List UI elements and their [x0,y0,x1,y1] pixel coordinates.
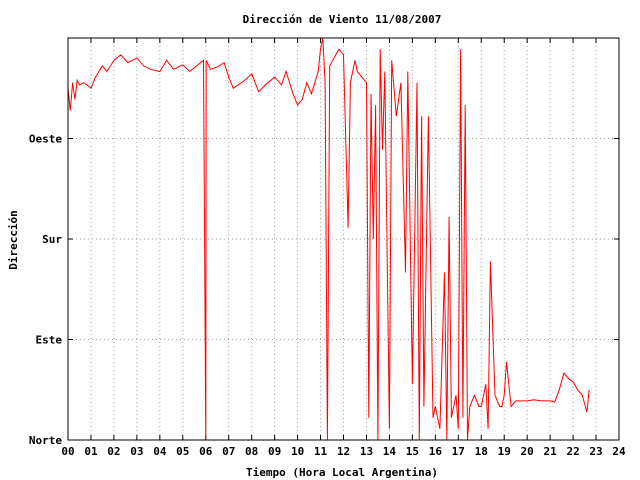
x-tick-label: 17 [452,445,465,458]
x-tick-label: 05 [176,445,189,458]
x-tick-label: 00 [61,445,74,458]
x-tick-label: 13 [360,445,373,458]
x-axis-label: Tiempo (Hora Local Argentina) [246,466,438,479]
x-tick-label: 02 [107,445,120,458]
x-tick-label: 23 [589,445,602,458]
x-tick-label: 12 [337,445,350,458]
x-tick-label: 22 [566,445,579,458]
x-tick-label: 04 [153,445,167,458]
x-tick-label: 07 [222,445,235,458]
y-tick-label: Sur [42,233,62,246]
x-tick-label: 06 [199,445,213,458]
x-tick-label: 01 [84,445,98,458]
x-tick-labels: 00 01 02 03 04 05 06 07 08 09 10 11 12 13 14 15 16 17 18 19… [61,445,626,458]
x-tick-label: 15 [406,445,419,458]
series-line [67,37,590,441]
x-tick-label: 14 [383,445,397,458]
x-tick-label: 11 [314,445,328,458]
x-tick-label: 03 [130,445,143,458]
y-tick-label: Este [36,334,63,347]
x-tick-label: 10 [291,445,304,458]
grid-lines [68,38,619,440]
x-tick-label: 21 [544,445,558,458]
x-tick-label: 18 [475,445,488,458]
x-tick-label: 24 [612,445,626,458]
plot-frame [67,37,620,441]
plot-series [67,37,590,441]
y-axis-label: Dirección [7,210,20,270]
x-tick-label: 08 [245,445,258,458]
y-tick-labels: Norte Este Sur Oeste [29,133,62,448]
x-tick-label: 20 [521,445,534,458]
chart-title: Dirección de Viento 11/08/2007 [243,13,442,26]
x-tick-label: 09 [268,445,281,458]
y-tick-label: Norte [29,434,62,447]
y-tick-label: Oeste [29,133,62,146]
x-tick-label: 16 [429,445,443,458]
x-tick-label: 19 [498,445,511,458]
axis-ticks [67,38,620,441]
